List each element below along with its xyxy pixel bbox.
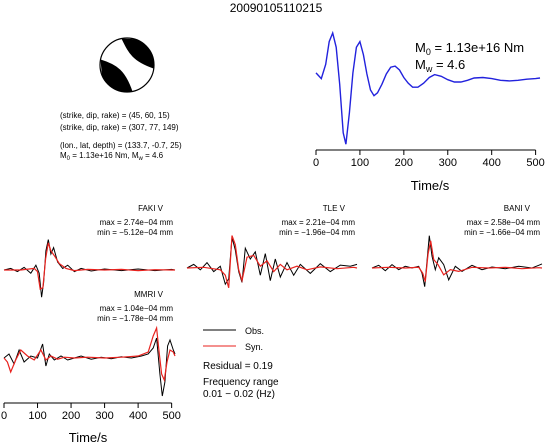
station-max: max = 2.58e−04 mm — [467, 218, 541, 227]
synthetic-waveform — [186, 235, 358, 288]
waveform-tick-label: 500 — [162, 410, 180, 422]
station-min: min = −1.78e−04 mm — [97, 314, 173, 323]
station-name: TLE V — [323, 204, 346, 213]
stf-mw-text: Mw = 4.6 — [415, 57, 465, 74]
waveform-tick-label: 300 — [95, 410, 113, 422]
legend-syn-label: Syn. — [245, 342, 263, 352]
observed-waveform — [371, 235, 543, 287]
stf-tick-label: 200 — [395, 157, 413, 169]
station-name: BANI V — [504, 204, 531, 213]
station-min: min = −5.12e−04 mm — [97, 228, 173, 237]
observed-waveform — [3, 239, 176, 298]
moment-text: M0 = 1.13e+16 Nm, Mw = 4.6 — [60, 151, 164, 162]
stf-tick-label: 100 — [351, 157, 369, 169]
stf-tick-label: 0 — [313, 157, 319, 169]
residual-text: Residual = 0.19 — [203, 361, 273, 372]
location-text: (lon., lat, depth) = (133.7, -0.7, 25) — [60, 141, 182, 150]
legend: Obs. Syn. — [203, 326, 264, 352]
focal-mechanism-beachball — [99, 37, 155, 93]
station-min: min = −1.96e−04 mm — [279, 228, 355, 237]
waveform-tick-label: 0 — [1, 410, 7, 422]
observed-waveform — [3, 337, 176, 397]
stf-tick-label: 400 — [483, 157, 501, 169]
station-max: max = 2.74e−04 mm — [100, 218, 174, 227]
stf-x-axis: 0 100 200 300 400 500 — [313, 149, 545, 169]
waveform-tick-label: 200 — [62, 410, 80, 422]
station-max: max = 2.21e−04 mm — [282, 218, 356, 227]
waveform-tick-label: 400 — [129, 410, 147, 422]
stf-line — [315, 30, 541, 145]
synthetic-waveform — [371, 240, 543, 282]
source-time-function-chart: 0 100 200 300 400 500 Time/s M0 = 1.13e+16 Nm… — [313, 30, 545, 193]
nodal-plane-2-text: (strike, dip, rake) = (307, 77, 149) — [60, 123, 179, 132]
station-min: min = −1.66e−04 mm — [464, 228, 540, 237]
synthetic-waveform — [4, 242, 175, 291]
stf-xlabel: Time/s — [411, 178, 450, 193]
stf-m0-text: M0 = 1.13e+16 Nm — [415, 40, 524, 57]
stf-tick-label: 500 — [526, 157, 544, 169]
station-max: max = 1.04e−04 mm — [100, 304, 174, 313]
observed-waveform — [186, 237, 358, 286]
station-name: MMRI V — [134, 290, 164, 299]
frequency-range-title: Frequency range — [203, 377, 279, 388]
compressional-quadrant-1 — [122, 38, 154, 68]
station-name: FAKI V — [138, 204, 164, 213]
waveform-tick-label: 100 — [28, 410, 46, 422]
compressional-quadrant-2 — [100, 60, 132, 93]
nodal-plane-1-text: (strike, dip, rake) = (45, 60, 15) — [60, 111, 170, 120]
legend-obs-label: Obs. — [245, 326, 264, 336]
frequency-range-value: 0.01 − 0.02 (Hz) — [203, 389, 275, 400]
event-id-title: 20090105110215 — [230, 1, 323, 15]
synthetic-waveform — [3, 325, 176, 383]
waveform-xlabel: Time/s — [69, 430, 108, 445]
stf-tick-label: 300 — [439, 157, 457, 169]
